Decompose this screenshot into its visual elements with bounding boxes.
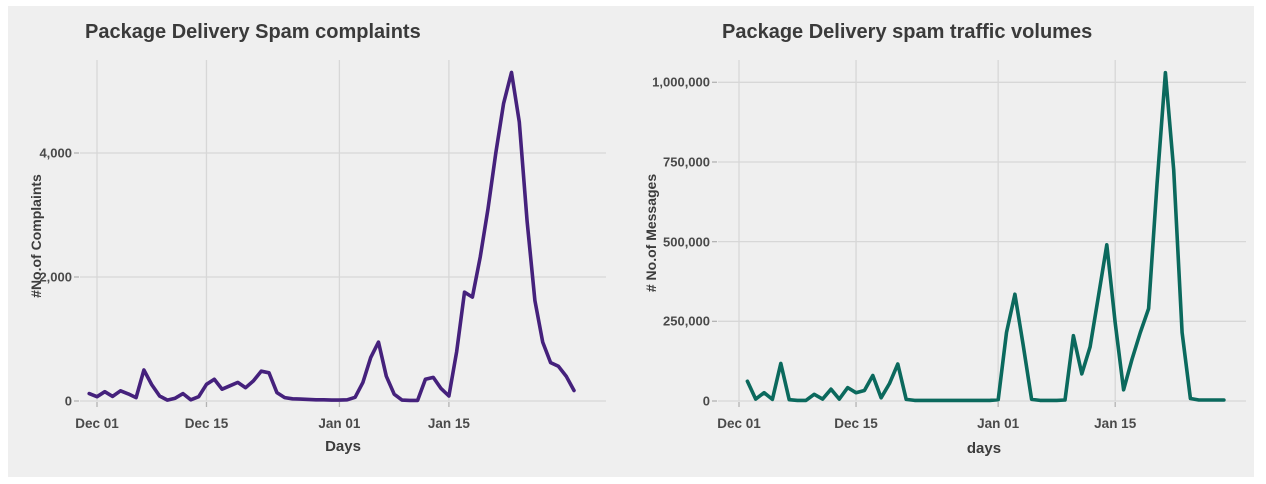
y-tick-label: 0 [64,393,72,409]
y-tick-label: 4,000 [39,145,72,161]
x-tick-label: Jan 01 [977,416,1020,431]
y-tick-label: 1,000,000 [652,74,710,90]
x-tick-label: Jan 15 [1094,416,1137,431]
x-tick-label: Dec 15 [834,416,878,431]
x-axis-title: Days [325,438,361,455]
chart-title: Package Delivery spam traffic volumes [722,21,1093,43]
complaints-data-line [87,70,576,403]
y-tick-label: 750,000 [663,154,710,170]
chart-title: Package Delivery Spam complaints [85,21,421,43]
x-tick-label: Dec 01 [75,416,119,431]
y-tick-label: 2,000 [39,269,72,285]
y-tick-label: 0 [702,393,710,409]
x-tick-label: Jan 01 [318,416,361,431]
x-tick-label: Dec 01 [717,416,761,431]
y-tick-label: 250,000 [663,313,710,329]
y-tick-label: 500,000 [663,234,710,250]
x-axis-title: days [966,440,1002,457]
traffic-data-line [745,70,1226,403]
x-tick-label: Dec 15 [184,416,229,431]
x-tick-label: Jan 15 [427,416,470,431]
y-axis-title: # No.of Messages [643,173,659,293]
